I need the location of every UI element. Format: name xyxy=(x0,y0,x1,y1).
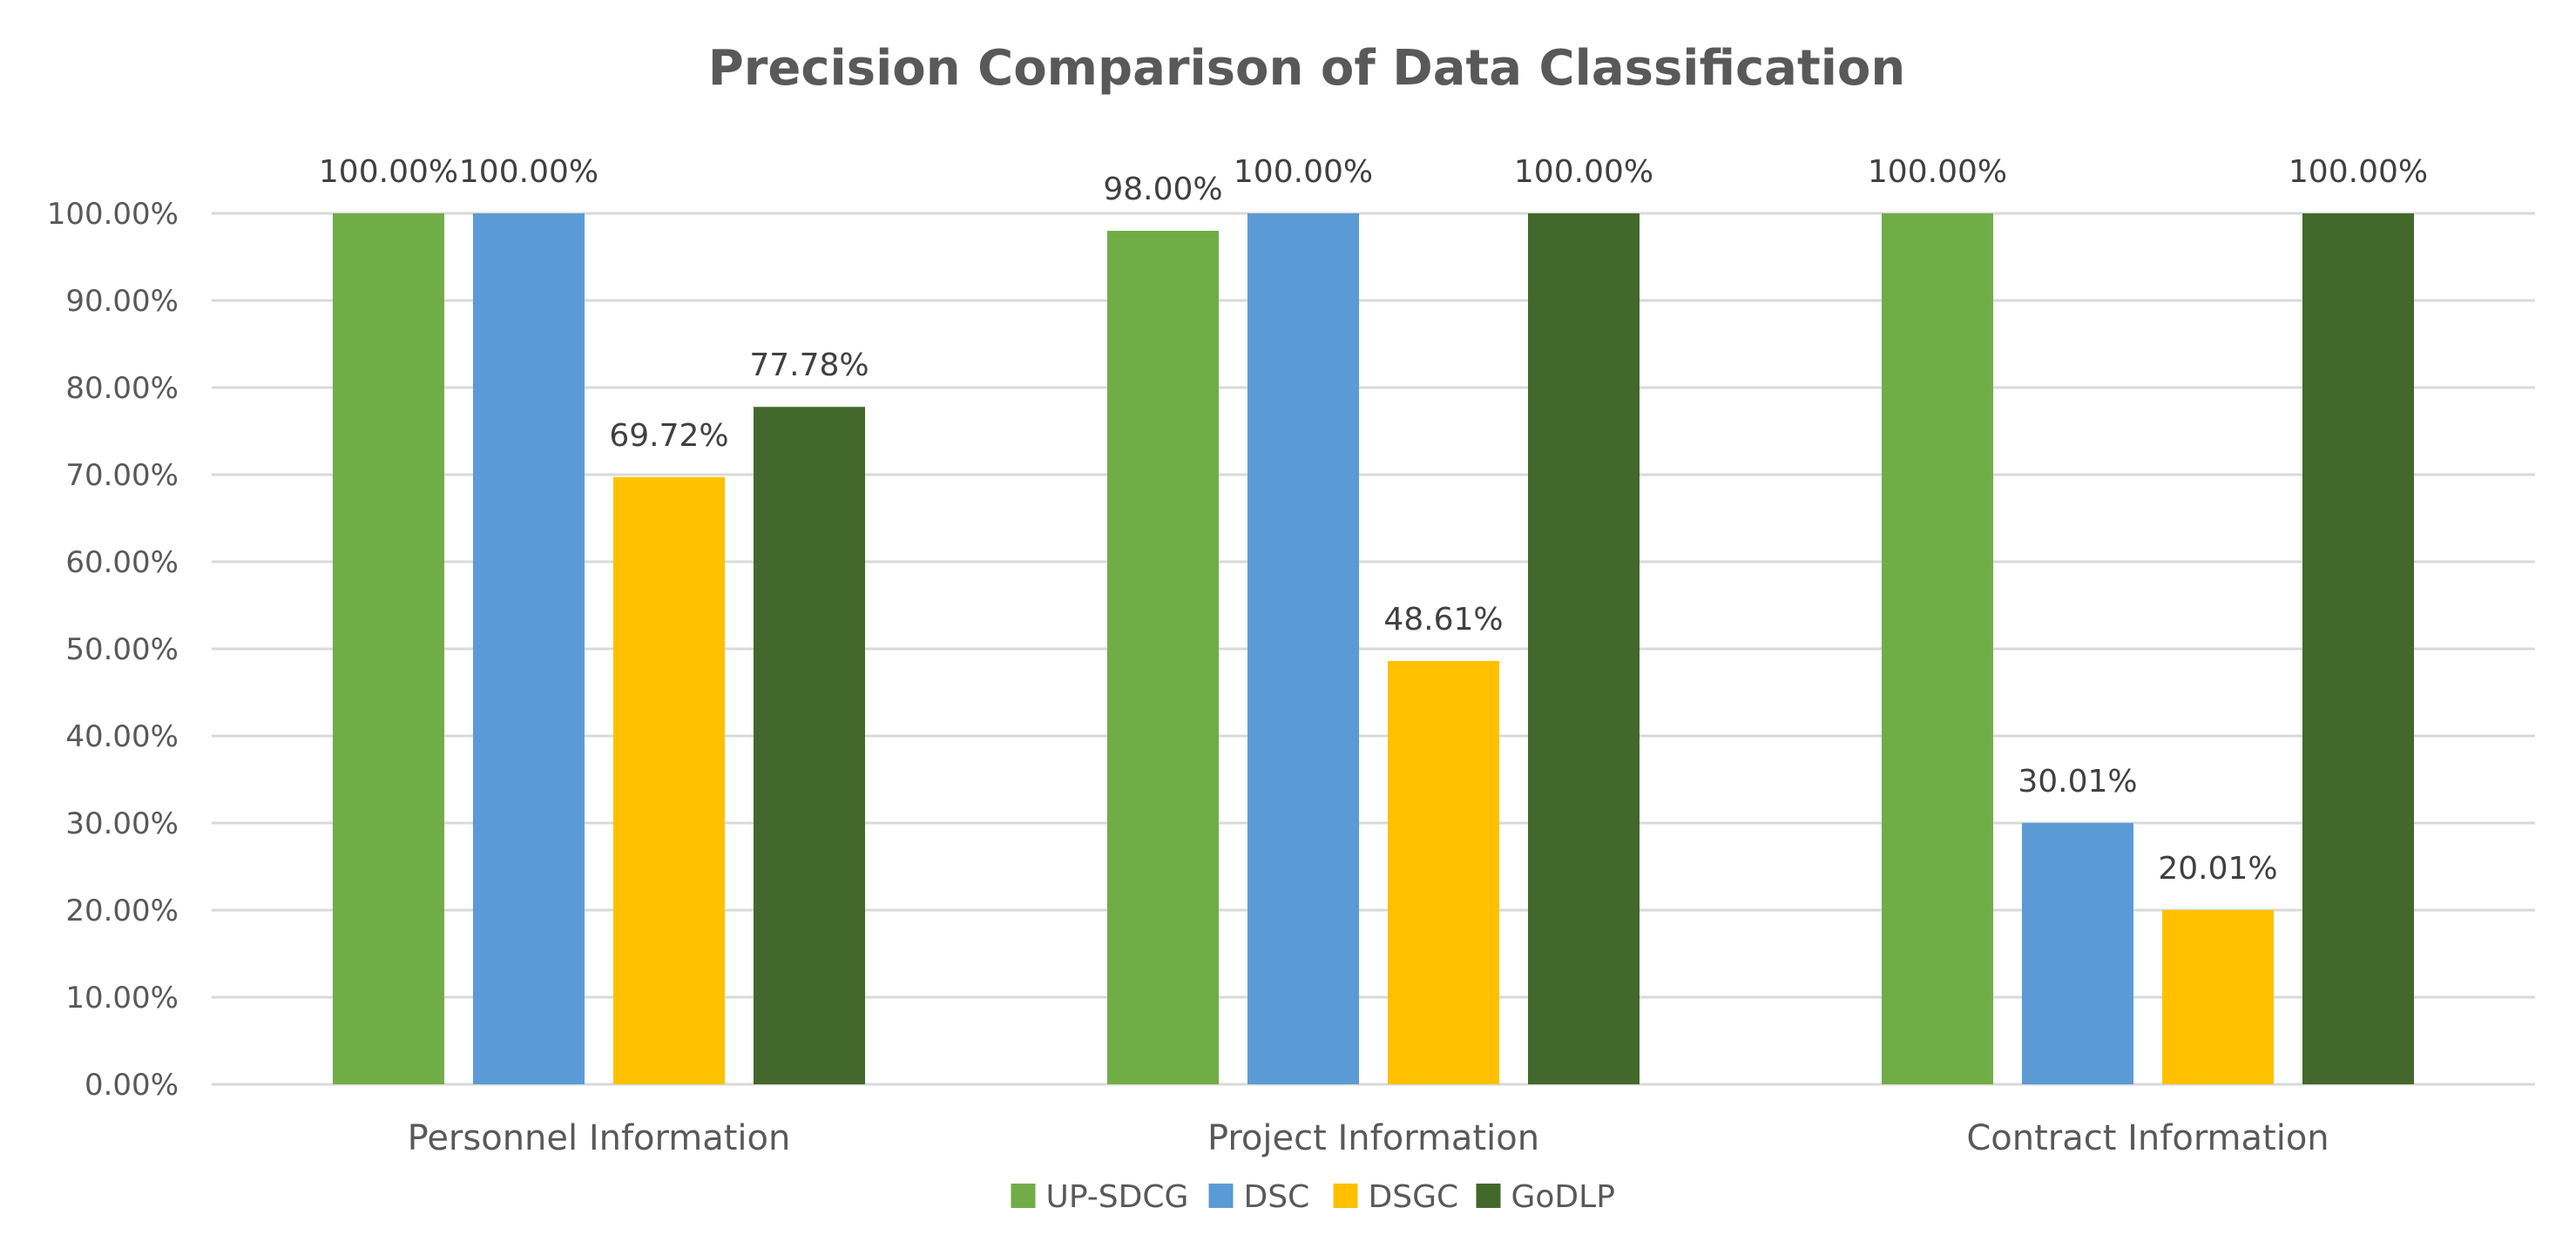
chart-title: Precision Comparison of Data Classificat… xyxy=(708,40,1906,97)
data-label: 30.01% xyxy=(2018,764,2137,800)
bar-up-sdcg xyxy=(333,213,444,1084)
legend-swatch xyxy=(1208,1184,1234,1208)
y-tick-label: 60.00% xyxy=(65,545,179,580)
legend-label: GoDLP xyxy=(1511,1179,1615,1215)
y-tick-label: 80.00% xyxy=(65,371,179,406)
y-tick-label: 0.00% xyxy=(85,1068,179,1103)
y-tick-label: 30.00% xyxy=(65,806,179,841)
legend-item: GoDLP xyxy=(1476,1179,1615,1215)
legend-label: DSC xyxy=(1244,1179,1310,1215)
x-axis-categories: Personnel Information Project Information… xyxy=(408,1118,2329,1158)
category-label: Personnel Information xyxy=(408,1118,791,1158)
legend-label: DSGC xyxy=(1369,1179,1459,1215)
bar-godlp xyxy=(2302,213,2414,1084)
y-axis-ticks: 0.00% 10.00% 20.00% 30.00% 40.00% 50.00% 60.00… xyxy=(47,197,179,1103)
data-labels: 100.00% 100.00%69.72%77.78%98.00% 100.00%4… xyxy=(319,154,2428,887)
category-label: Contract Information xyxy=(1966,1118,2329,1158)
data-label: 69.72% xyxy=(609,418,728,454)
data-label: 100.00% xyxy=(319,154,458,190)
data-label: 100.00% xyxy=(2289,154,2428,190)
bar-dsc xyxy=(2022,822,2133,1084)
data-label: 100.00% xyxy=(1234,154,1373,190)
legend-item: DSC xyxy=(1208,1179,1310,1215)
legend-label: UP-SDCG xyxy=(1046,1179,1189,1215)
y-tick-label: 10.00% xyxy=(65,981,179,1015)
legend-item: UP-SDCG xyxy=(1011,1179,1189,1215)
bar-dsgc xyxy=(1388,660,1499,1084)
y-tick-label: 90.00% xyxy=(65,284,179,319)
legend-swatch xyxy=(1476,1184,1501,1208)
legend: UP-SDCG DSC DSGC GoDLP xyxy=(1011,1179,1615,1215)
bar-up-sdcg xyxy=(1107,231,1219,1084)
bar-dsc xyxy=(473,213,585,1084)
bar-godlp xyxy=(754,407,865,1084)
data-label: 98.00% xyxy=(1103,172,1222,207)
data-label: 100.00% xyxy=(459,154,598,190)
legend-swatch xyxy=(1333,1184,1358,1208)
y-tick-label: 40.00% xyxy=(65,719,179,754)
bars xyxy=(333,213,2414,1084)
bar-up-sdcg xyxy=(1882,213,1993,1084)
legend-swatch xyxy=(1011,1184,1036,1208)
data-label: 48.61% xyxy=(1383,602,1503,638)
data-label: 77.78% xyxy=(749,347,869,383)
bar-dsgc xyxy=(2162,909,2274,1084)
y-tick-label: 100.00% xyxy=(47,197,179,232)
y-tick-label: 20.00% xyxy=(65,894,179,928)
bar-dsc xyxy=(1247,213,1359,1084)
gridlines xyxy=(212,212,2535,1086)
y-tick-label: 50.00% xyxy=(65,632,179,667)
data-label: 100.00% xyxy=(1868,154,2007,190)
bar-godlp xyxy=(1528,213,1640,1084)
category-label: Project Information xyxy=(1207,1118,1539,1158)
bar-dsgc xyxy=(613,476,725,1084)
legend-item: DSGC xyxy=(1333,1179,1459,1215)
y-tick-label: 70.00% xyxy=(65,458,179,493)
data-label: 100.00% xyxy=(1514,154,1653,190)
data-label: 20.01% xyxy=(2158,851,2277,887)
